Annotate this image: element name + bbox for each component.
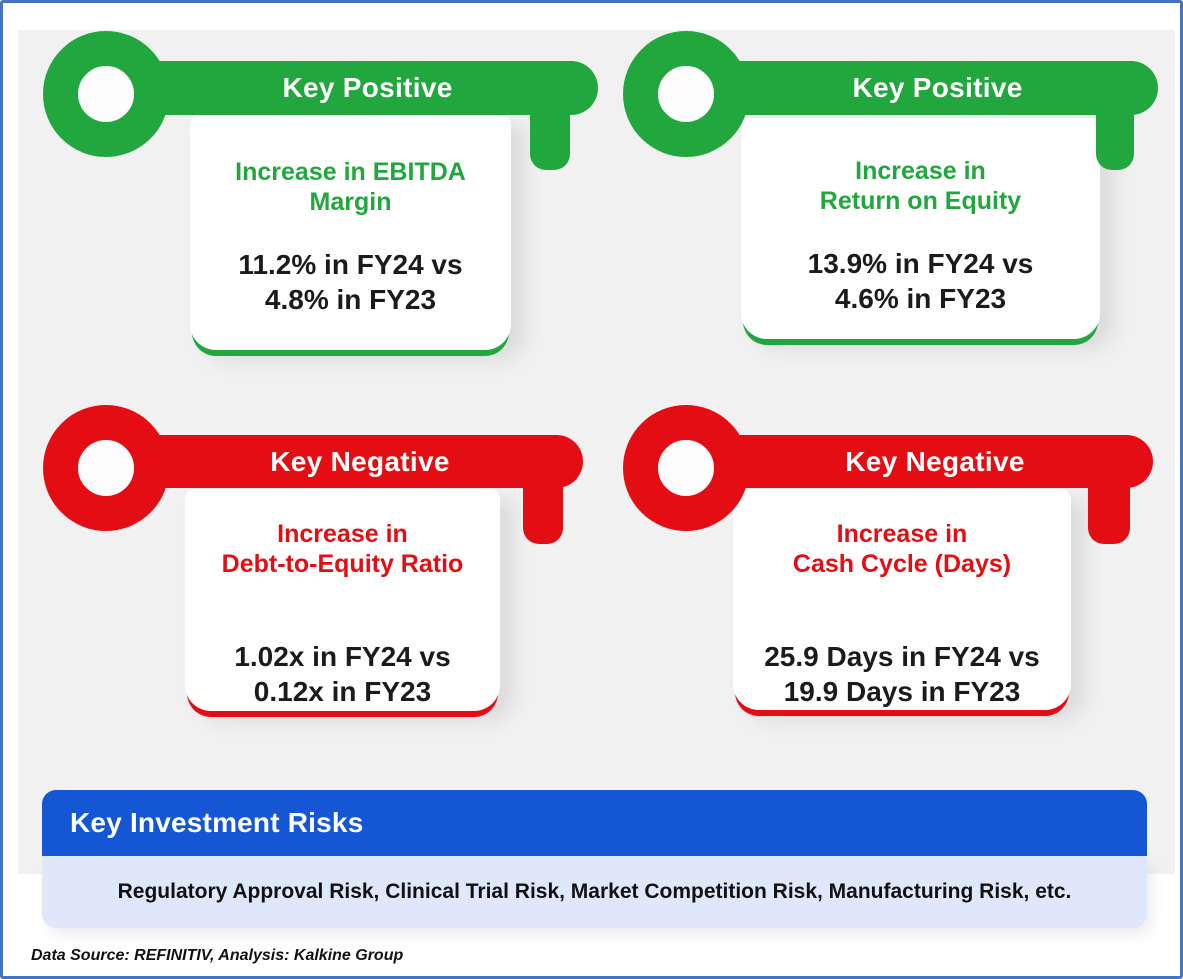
metric-title-line2: Margin [309,188,392,216]
key-card-positive-ebitda-margin: Increase in EBITDA Margin 11.2% in FY24 … [43,31,606,371]
metric-values: 11.2% in FY24 vs 4.8% in FY23 [238,247,462,317]
metric-title-line1: Increase in [836,520,968,548]
metric-values: 13.9% in FY24 vs 4.6% in FY23 [808,246,1034,316]
metric-title-line1: Increase in [277,520,408,548]
risks-body-panel: Regulatory Approval Risk, Clinical Trial… [42,856,1147,928]
metric-card: Increase in EBITDA Margin 11.2% in FY24 … [190,115,511,350]
metric-title: Increase in Debt-to-Equity Ratio [222,519,464,579]
risks-body-text: Regulatory Approval Risk, Clinical Trial… [117,880,1072,903]
key-investment-risks-banner: Key Investment Risks Regulatory Approval… [42,790,1147,928]
risks-header-bar: Key Investment Risks [42,790,1147,856]
metric-value-fy24: 13.9% in FY24 vs [807,248,1034,279]
key-header-label: Key Positive [852,72,1023,103]
key-tooth-icon [523,477,563,544]
key-bar: Key Positive [717,61,1158,115]
metric-title-line1: Increase in [855,157,986,185]
key-bar: Key Negative [137,435,583,488]
key-tooth-icon [530,103,570,170]
metric-title: Increase in EBITDA Margin [235,157,466,217]
metric-card: Increase in Return on Equity 13.9% in FY… [741,118,1100,339]
risks-header-title: Key Investment Risks [70,807,364,838]
metric-values: 1.02x in FY24 vs 0.12x in FY23 [234,639,450,709]
key-card-negative-cash-cycle: Increase in Cash Cycle (Days) 25.9 Days … [623,405,1180,745]
key-header-label: Key Negative [845,445,1025,477]
metric-value-fy23: 4.6% in FY23 [834,283,1007,314]
metric-value-fy24: 11.2% in FY24 vs [238,249,463,280]
metric-value-fy24: 1.02x in FY24 vs [234,641,451,672]
metric-title: Increase in Return on Equity [820,156,1021,216]
key-card-positive-return-on-equity: Increase in Return on Equity 13.9% in FY… [623,31,1180,371]
key-header-label: Key Negative [270,445,450,477]
metric-title: Increase in Cash Cycle (Days) [793,519,1011,579]
metric-value-fy23: 19.9 Days in FY23 [783,676,1021,707]
metric-title-line1: Increase in EBITDA [235,158,466,186]
key-header-label: Key Positive [282,72,453,103]
metric-title-line2: Debt-to-Equity Ratio [221,550,464,578]
key-tooth-icon [1088,477,1130,544]
key-card-negative-debt-to-equity: Increase in Debt-to-Equity Ratio 1.02x i… [43,405,606,745]
data-source-attribution: Data Source: REFINITIV, Analysis: Kalkin… [31,947,404,964]
key-bar: Key Negative [717,435,1153,488]
metric-value-fy23: 4.8% in FY23 [264,284,437,315]
key-tooth-icon [1096,103,1134,170]
metric-value-fy24: 25.9 Days in FY24 vs [764,641,1040,672]
metric-title-line2: Return on Equity [819,187,1022,215]
metric-values: 25.9 Days in FY24 vs 19.9 Days in FY23 [764,639,1040,709]
metric-card: Increase in Debt-to-Equity Ratio 1.02x i… [185,489,500,711]
metric-title-line2: Cash Cycle (Days) [792,550,1012,578]
metric-card: Increase in Cash Cycle (Days) 25.9 Days … [733,489,1071,710]
key-bar: Key Positive [137,61,598,115]
metric-value-fy23: 0.12x in FY23 [253,676,432,707]
